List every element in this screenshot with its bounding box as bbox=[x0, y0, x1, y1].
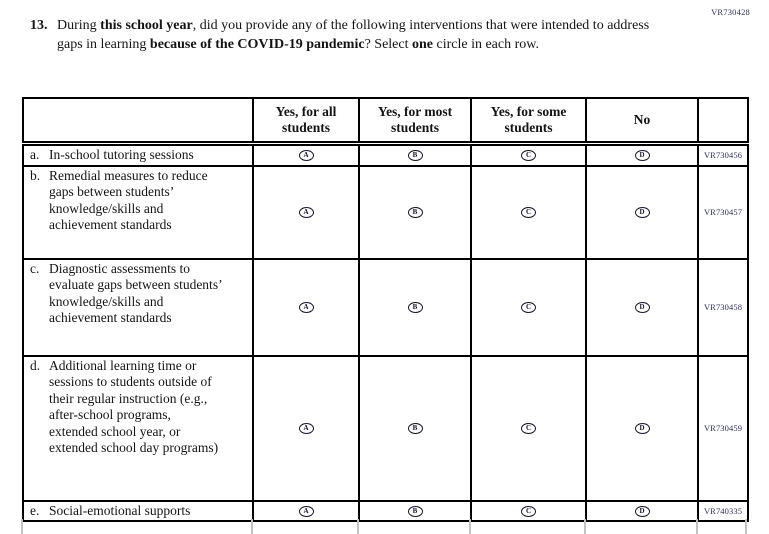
option-cell-yes-some: C bbox=[470, 142, 587, 167]
table-grid-stub bbox=[745, 519, 747, 534]
option-cell-no: D bbox=[585, 142, 699, 167]
option-cell-yes-most: B bbox=[358, 257, 472, 357]
option-cell-no: D bbox=[585, 354, 699, 502]
row-letter: b. bbox=[30, 167, 41, 183]
question-segment-bold: because of the COVID-19 pandemic bbox=[149, 37, 365, 52]
row-label: In-school tutoring sessions bbox=[49, 147, 194, 162]
row-label-cell: d. Additional learning time or sessions … bbox=[22, 354, 254, 502]
question-text: During this school year, did you provide… bbox=[57, 16, 657, 54]
row-letter: c. bbox=[30, 260, 40, 276]
row-label: Remedial measures to reduce gaps between… bbox=[49, 167, 208, 233]
option-cell-yes-all: A bbox=[252, 142, 360, 167]
question-segment: During bbox=[57, 18, 101, 33]
row-label: Additional learning time or sessions to … bbox=[49, 357, 219, 456]
option-cell-yes-most: B bbox=[358, 142, 472, 167]
question-segment: circle in each row. bbox=[433, 37, 539, 52]
column-header-yes-most: Yes, for most students bbox=[358, 97, 472, 146]
row-letter: a. bbox=[30, 147, 40, 162]
question-segment-bold: one bbox=[412, 37, 433, 52]
table-grid-stub bbox=[469, 519, 471, 534]
row-code: VR730457 bbox=[697, 164, 749, 260]
question-segment: ? Select bbox=[364, 37, 412, 52]
table-grid-stub bbox=[251, 519, 253, 534]
answer-bubble-c[interactable]: C bbox=[521, 422, 536, 434]
answer-bubble-b[interactable]: B bbox=[407, 422, 423, 434]
header-empty-cell bbox=[22, 97, 254, 146]
question-segment-bold: this school year bbox=[100, 18, 193, 33]
answer-bubble-d[interactable]: D bbox=[634, 301, 650, 313]
table-row-e: e. Social-emotional supports A B C D VR7… bbox=[22, 499, 749, 522]
table-grid-stub bbox=[584, 519, 586, 534]
answer-bubble-a[interactable]: A bbox=[298, 206, 314, 218]
table-grid-stub bbox=[696, 519, 698, 534]
question-segment: , did you provide any of the following i… bbox=[57, 18, 650, 52]
option-cell-yes-most: B bbox=[358, 499, 472, 522]
table-row-d: d. Additional learning time or sessions … bbox=[22, 354, 749, 502]
answer-bubble-c[interactable]: C bbox=[521, 206, 536, 218]
question-number: 13. bbox=[30, 18, 48, 33]
row-label-cell: a. In-school tutoring sessions bbox=[22, 142, 254, 167]
row-label-cell: b. Remedial measures to reduce gaps betw… bbox=[22, 164, 254, 260]
answer-bubble-d[interactable]: D bbox=[634, 206, 650, 218]
answer-bubble-a[interactable]: A bbox=[298, 301, 314, 313]
option-cell-yes-most: B bbox=[358, 354, 472, 502]
column-header-no: No bbox=[585, 97, 699, 146]
option-cell-yes-some: C bbox=[470, 257, 587, 357]
option-cell-yes-some: C bbox=[470, 499, 587, 522]
row-code: VR730456 bbox=[697, 142, 749, 167]
row-code: VR730458 bbox=[697, 257, 749, 357]
header-row: Yes, for all students Yes, for most stud… bbox=[22, 97, 749, 146]
option-cell-yes-all: A bbox=[252, 354, 360, 502]
option-cell-yes-all: A bbox=[252, 499, 360, 522]
row-letter: d. bbox=[30, 357, 41, 373]
row-code: VR730459 bbox=[697, 354, 749, 502]
row-label: Diagnostic assessments to evaluate gaps … bbox=[49, 260, 222, 326]
option-cell-no: D bbox=[585, 257, 699, 357]
option-cell-no: D bbox=[585, 499, 699, 522]
option-cell-yes-some: C bbox=[470, 164, 587, 260]
answer-bubble-d[interactable]: D bbox=[634, 505, 650, 517]
table-row-a: a. In-school tutoring sessions A B C D V… bbox=[22, 142, 749, 167]
form-code: VR730428 bbox=[711, 7, 750, 17]
column-header-yes-some: Yes, for some students bbox=[470, 97, 587, 146]
table-grid-stub bbox=[21, 519, 23, 534]
row-label-cell: c. Diagnostic assessments to evaluate ga… bbox=[22, 257, 254, 357]
answer-bubble-b[interactable]: B bbox=[407, 505, 423, 517]
answer-bubble-d[interactable]: D bbox=[634, 150, 650, 162]
option-cell-yes-some: C bbox=[470, 354, 587, 502]
answer-bubble-c[interactable]: C bbox=[521, 301, 536, 313]
option-cell-yes-most: B bbox=[358, 164, 472, 260]
answer-bubble-c[interactable]: C bbox=[521, 150, 536, 162]
answer-bubble-b[interactable]: B bbox=[407, 206, 423, 218]
answer-bubble-b[interactable]: B bbox=[407, 150, 423, 162]
answer-bubble-a[interactable]: A bbox=[298, 150, 314, 162]
option-cell-yes-all: A bbox=[252, 257, 360, 357]
table-row-c: c. Diagnostic assessments to evaluate ga… bbox=[22, 257, 749, 357]
column-header-code bbox=[697, 97, 749, 146]
answer-bubble-a[interactable]: A bbox=[298, 505, 314, 517]
answer-bubble-b[interactable]: B bbox=[407, 301, 423, 313]
option-cell-no: D bbox=[585, 164, 699, 260]
answer-bubble-c[interactable]: C bbox=[521, 505, 536, 517]
option-cell-yes-all: A bbox=[252, 164, 360, 260]
table-row-b: b. Remedial measures to reduce gaps betw… bbox=[22, 164, 749, 260]
row-label-cell: e. Social-emotional supports bbox=[22, 499, 254, 522]
column-header-yes-all: Yes, for all students bbox=[252, 97, 360, 146]
row-label: Social-emotional supports bbox=[49, 502, 191, 518]
question-response-table: Yes, for all students Yes, for most stud… bbox=[22, 97, 749, 522]
answer-bubble-a[interactable]: A bbox=[298, 422, 314, 434]
table-grid-stub bbox=[357, 519, 359, 534]
row-code: VR740335 bbox=[697, 499, 749, 522]
row-letter: e. bbox=[30, 502, 40, 518]
question-text-block: 13. During this school year, did you pro… bbox=[30, 16, 657, 54]
answer-bubble-d[interactable]: D bbox=[634, 422, 650, 434]
